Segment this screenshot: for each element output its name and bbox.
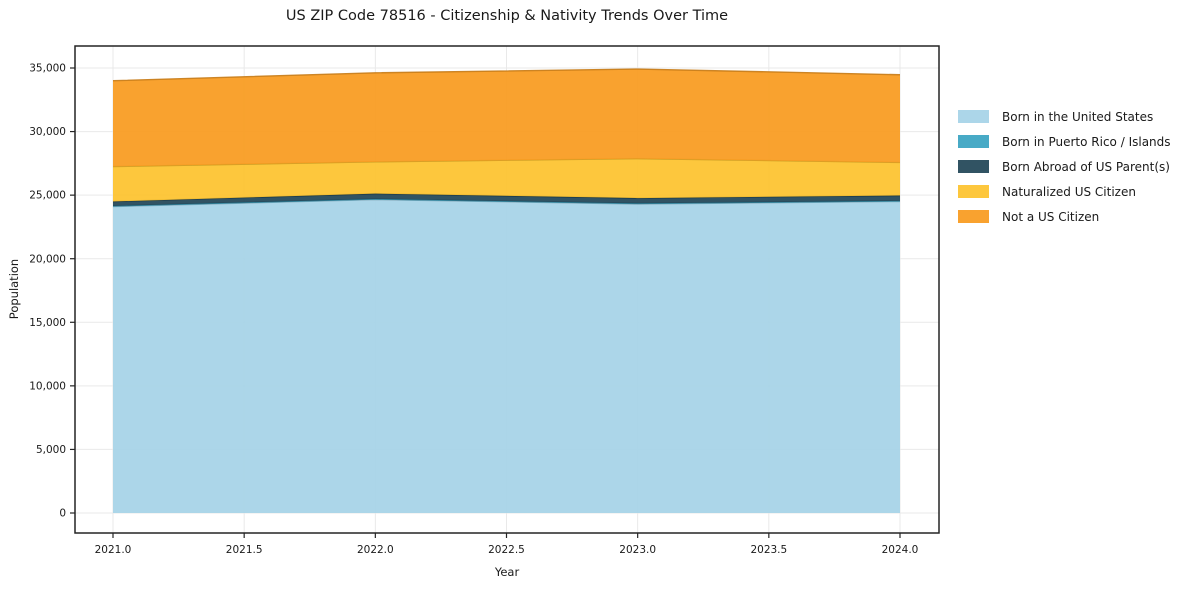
legend-item: Not a US Citizen [958,204,1171,229]
y-tick-label: 15,000 [29,317,66,329]
x-tick-label: 2023.5 [750,544,787,556]
y-tick-label: 35,000 [29,63,66,75]
legend-item: Naturalized US Citizen [958,179,1171,204]
axis-ticks: 2021.0 2021.5 2022.0 2022.5 2023.0 2023.5 2024… [29,63,918,556]
legend-label: Naturalized US Citizen [1002,184,1136,199]
legend-label: Born in the United States [1002,109,1154,124]
legend-label: Born in Puerto Rico / Islands [1002,134,1171,149]
y-tick-label: 0 [59,508,66,520]
area-born-abroad-of-us-parent-s [113,193,900,206]
area-not-a-us-citizen [113,69,900,167]
x-tick-label: 2024.0 [882,544,919,556]
legend-swatch [958,185,989,198]
legend-swatch [958,210,989,223]
area-edge [112,68,901,82]
y-tick-label: 25,000 [29,190,66,202]
x-tick-label: 2023.0 [619,544,656,556]
y-tick-label: 20,000 [29,253,66,265]
area-born-in-the-united-states [113,199,900,514]
legend-swatch [958,135,989,148]
stacked-areas [112,68,901,514]
y-tick-label: 30,000 [29,126,66,138]
x-tick-label: 2021.0 [95,544,132,556]
x-tick-label: 2022.0 [357,544,394,556]
y-axis-title: Population [7,258,21,320]
legend-item: Born in Puerto Rico / Islands [958,129,1171,154]
legend-swatch [958,110,989,123]
legend-item: Born Abroad of US Parent(s) [958,154,1171,179]
x-tick-label: 2022.5 [488,544,525,556]
area-naturalized-us-citizen [113,158,900,202]
legend-label: Born Abroad of US Parent(s) [1002,159,1170,174]
legend: Born in the United States Born in Puerto … [958,104,1171,229]
chart-title: US ZIP Code 78516 - Citizenship & Nativi… [285,8,729,24]
x-tick-label: 2021.5 [226,544,263,556]
y-tick-label: 5,000 [36,444,66,456]
x-axis-title: Year [494,565,520,579]
legend-item: Born in the United States [958,104,1171,129]
legend-swatch [958,160,989,173]
legend-label: Not a US Citizen [1002,209,1100,224]
y-tick-label: 10,000 [29,380,66,392]
